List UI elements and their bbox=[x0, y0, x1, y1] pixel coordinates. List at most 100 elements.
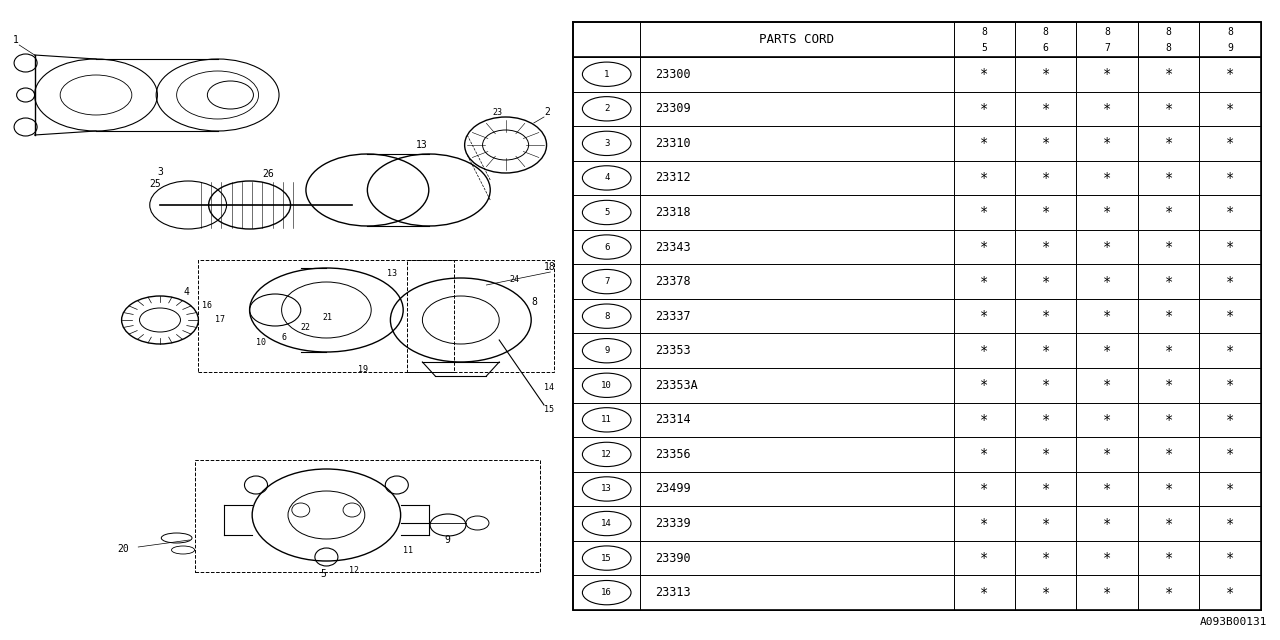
Text: *: * bbox=[980, 205, 988, 220]
Text: *: * bbox=[1042, 516, 1050, 531]
Text: *: * bbox=[1165, 378, 1172, 392]
Text: *: * bbox=[980, 551, 988, 565]
Text: 23353: 23353 bbox=[655, 344, 691, 357]
Text: *: * bbox=[1042, 275, 1050, 289]
Text: 6: 6 bbox=[604, 243, 609, 252]
Text: *: * bbox=[980, 344, 988, 358]
Text: *: * bbox=[1226, 240, 1234, 254]
Text: 23356: 23356 bbox=[655, 448, 691, 461]
Text: 16: 16 bbox=[602, 588, 612, 597]
Text: *: * bbox=[1103, 67, 1111, 81]
Text: *: * bbox=[1042, 67, 1050, 81]
Text: *: * bbox=[1042, 344, 1050, 358]
Text: *: * bbox=[1165, 482, 1172, 496]
Text: *: * bbox=[1226, 275, 1234, 289]
Text: *: * bbox=[1165, 275, 1172, 289]
Text: 3: 3 bbox=[157, 167, 164, 177]
Text: 20: 20 bbox=[118, 544, 129, 554]
Text: 8: 8 bbox=[1166, 43, 1171, 52]
Text: *: * bbox=[1226, 67, 1234, 81]
Text: *: * bbox=[980, 275, 988, 289]
Text: *: * bbox=[1103, 516, 1111, 531]
Text: 24: 24 bbox=[509, 275, 520, 284]
Text: *: * bbox=[1103, 275, 1111, 289]
Text: 10: 10 bbox=[602, 381, 612, 390]
Text: 23318: 23318 bbox=[655, 206, 691, 219]
Text: 1: 1 bbox=[13, 35, 19, 45]
Text: *: * bbox=[1165, 67, 1172, 81]
Text: 10: 10 bbox=[256, 338, 266, 347]
Text: *: * bbox=[1103, 344, 1111, 358]
Text: *: * bbox=[980, 447, 988, 461]
Text: 5: 5 bbox=[982, 43, 987, 52]
Text: 23499: 23499 bbox=[655, 483, 691, 495]
Text: *: * bbox=[1226, 482, 1234, 496]
Text: 8: 8 bbox=[604, 312, 609, 321]
Text: *: * bbox=[1042, 413, 1050, 427]
Text: *: * bbox=[1226, 344, 1234, 358]
Text: *: * bbox=[1165, 413, 1172, 427]
Text: *: * bbox=[1165, 551, 1172, 565]
Text: 14: 14 bbox=[544, 383, 554, 392]
Text: 7: 7 bbox=[1105, 43, 1110, 52]
Text: 23390: 23390 bbox=[655, 552, 691, 564]
Text: 23339: 23339 bbox=[655, 517, 691, 530]
Text: 8: 8 bbox=[531, 297, 538, 307]
Text: 8: 8 bbox=[1228, 27, 1233, 36]
Text: *: * bbox=[1165, 136, 1172, 150]
Text: 12: 12 bbox=[349, 566, 360, 575]
Text: 22: 22 bbox=[301, 323, 311, 332]
Text: *: * bbox=[1165, 516, 1172, 531]
Text: *: * bbox=[1042, 447, 1050, 461]
Text: 13: 13 bbox=[416, 140, 428, 150]
Text: *: * bbox=[1103, 586, 1111, 600]
Text: 23300: 23300 bbox=[655, 68, 691, 81]
Text: *: * bbox=[1042, 586, 1050, 600]
Text: *: * bbox=[980, 586, 988, 600]
Text: 23337: 23337 bbox=[655, 310, 691, 323]
Text: *: * bbox=[1165, 309, 1172, 323]
Text: *: * bbox=[1226, 309, 1234, 323]
Text: 9: 9 bbox=[604, 346, 609, 355]
Text: 18: 18 bbox=[544, 262, 556, 272]
Text: *: * bbox=[1042, 309, 1050, 323]
Text: 9: 9 bbox=[1228, 43, 1233, 52]
Text: *: * bbox=[1042, 171, 1050, 185]
Text: *: * bbox=[1103, 171, 1111, 185]
Text: 3: 3 bbox=[604, 139, 609, 148]
Text: 6: 6 bbox=[282, 333, 287, 342]
Text: *: * bbox=[1226, 205, 1234, 220]
Bar bbox=[573, 22, 1261, 610]
Text: *: * bbox=[1226, 516, 1234, 531]
Text: *: * bbox=[980, 516, 988, 531]
Text: *: * bbox=[980, 67, 988, 81]
Text: 23312: 23312 bbox=[655, 172, 691, 184]
Text: 23309: 23309 bbox=[655, 102, 691, 115]
Text: *: * bbox=[980, 240, 988, 254]
Text: *: * bbox=[1042, 205, 1050, 220]
Text: 23343: 23343 bbox=[655, 241, 691, 253]
Text: *: * bbox=[1226, 136, 1234, 150]
Text: 17: 17 bbox=[215, 315, 225, 324]
Text: 5: 5 bbox=[320, 569, 326, 579]
Text: *: * bbox=[1103, 413, 1111, 427]
Text: 15: 15 bbox=[602, 554, 612, 563]
Text: *: * bbox=[1042, 102, 1050, 116]
Text: 2: 2 bbox=[604, 104, 609, 113]
Text: *: * bbox=[1103, 136, 1111, 150]
Text: *: * bbox=[1103, 551, 1111, 565]
Text: *: * bbox=[980, 309, 988, 323]
Bar bbox=[407, 260, 554, 372]
Text: *: * bbox=[1103, 309, 1111, 323]
Text: 8: 8 bbox=[1043, 27, 1048, 36]
Text: 23378: 23378 bbox=[655, 275, 691, 288]
Text: *: * bbox=[1103, 482, 1111, 496]
Text: *: * bbox=[1226, 551, 1234, 565]
Text: *: * bbox=[980, 136, 988, 150]
Text: 23313: 23313 bbox=[655, 586, 691, 599]
Text: 11: 11 bbox=[602, 415, 612, 424]
Text: *: * bbox=[1165, 171, 1172, 185]
Text: 12: 12 bbox=[602, 450, 612, 459]
Text: 19: 19 bbox=[358, 365, 369, 374]
Text: *: * bbox=[1226, 413, 1234, 427]
